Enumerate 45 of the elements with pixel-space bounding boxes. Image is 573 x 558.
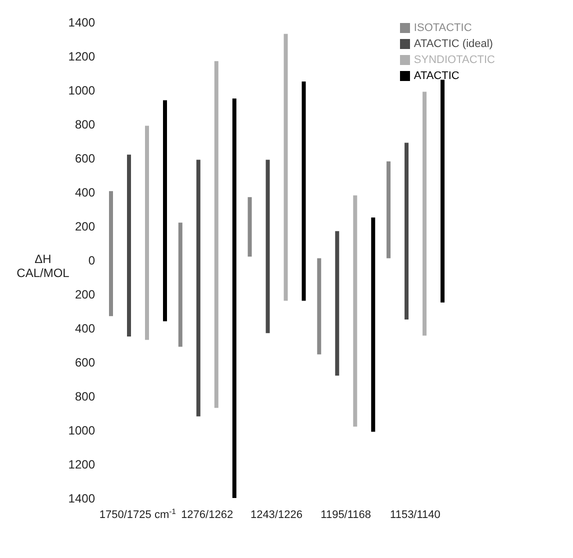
x-tick-label: 1750/1725 cm$^{-1}$ <box>99 506 176 521</box>
y-tick-label: 200 <box>74 287 96 302</box>
bar <box>109 191 113 316</box>
bar <box>422 92 427 336</box>
y-tick-label: 200 <box>74 219 96 234</box>
x-tick-label: 1276/1262 <box>181 509 234 521</box>
y-axis-title: ΔH CAL/MOL <box>16 252 70 280</box>
legend-label: ATACTIC (ideal) <box>414 38 493 50</box>
y-tick-label: 1000 <box>68 423 96 438</box>
bar <box>232 98 236 498</box>
bar <box>317 258 322 354</box>
y-tick-label: 400 <box>74 321 96 336</box>
bar <box>440 80 445 302</box>
x-tick-label: 1243/1226 <box>250 509 302 521</box>
y-tick-label: 600 <box>74 355 96 370</box>
bar <box>178 222 182 347</box>
x-tick-label: 1195/1168 <box>320 509 372 521</box>
y-tick-label: 400 <box>74 185 96 200</box>
bar <box>163 100 167 322</box>
bar <box>386 161 391 258</box>
y-tick-label: 800 <box>74 389 96 404</box>
y-tick-label: 1200 <box>68 457 96 472</box>
y-tick-label: 1400 <box>68 491 96 506</box>
y-tick-label: 1000 <box>68 83 96 98</box>
bar <box>214 61 218 408</box>
bar <box>284 34 288 301</box>
bar <box>196 160 200 416</box>
bar <box>371 218 376 432</box>
bar <box>353 195 358 427</box>
bar <box>248 197 252 257</box>
y-tick-label: 1200 <box>68 49 96 64</box>
bar <box>266 160 270 334</box>
y-tick-label: 600 <box>74 151 96 166</box>
y-tick-label: 1400 <box>68 15 96 30</box>
bar <box>145 126 149 340</box>
legend-label: SYNDIOTACTIC <box>414 54 495 66</box>
y-tick-label: 800 <box>74 117 96 132</box>
legend-label: ISOTACTIC <box>414 22 472 34</box>
y-tick-label: 0 <box>88 253 96 268</box>
bar <box>404 142 409 320</box>
x-tick-label: 1153/1140 <box>390 509 440 521</box>
bar <box>127 154 131 336</box>
bar <box>335 231 340 376</box>
legend-label: ATACTIC <box>414 70 460 82</box>
bar <box>302 82 306 301</box>
